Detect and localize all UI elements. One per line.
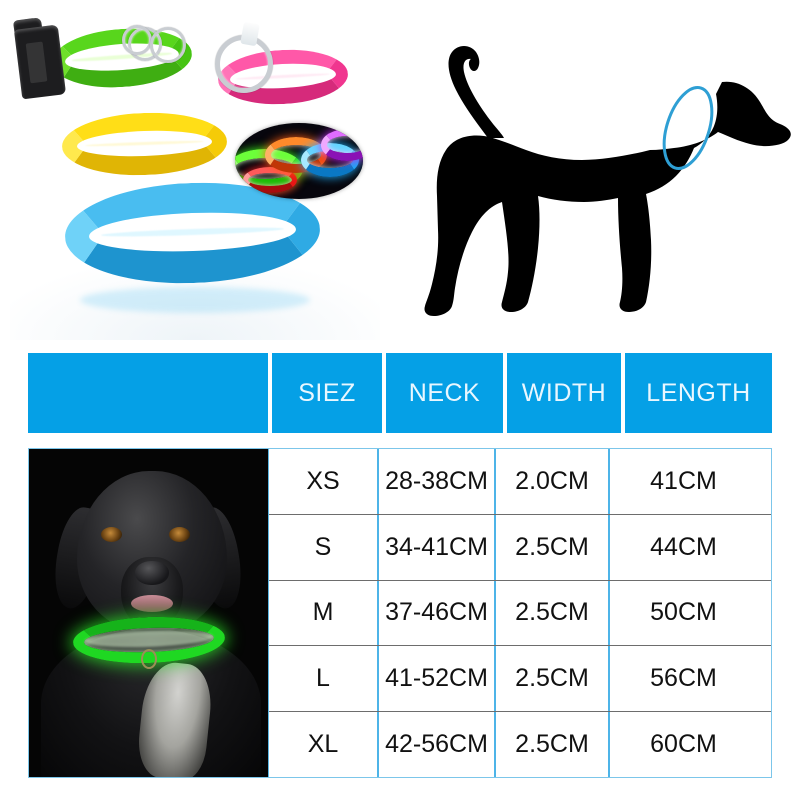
table-row: L 41-52CM 2.5CM 56CM [269, 646, 771, 713]
table-row: XS 28-38CM 2.0CM 41CM [269, 449, 771, 515]
cell-neck: 34-41CM [379, 514, 496, 580]
yellow-collar [60, 110, 229, 178]
dog-eye-right [169, 527, 190, 542]
cell-size: S [269, 514, 379, 580]
cell-size: XS [269, 449, 379, 514]
cell-length: 44CM [610, 514, 757, 580]
glowing-collars-inset [235, 123, 363, 199]
cell-size: L [269, 646, 379, 712]
cell-length: 56CM [610, 646, 757, 712]
cell-width: 2.5CM [496, 646, 610, 712]
table-body: XS 28-38CM 2.0CM 41CM S 34-41CM 2.5CM 44… [28, 448, 772, 778]
dog-wearing-green-led-collar-photo [29, 449, 269, 777]
table-row: M 37-46CM 2.5CM 50CM [269, 580, 771, 647]
dog-nose [135, 561, 169, 585]
blue-collar-buckle [13, 24, 67, 100]
dog-mouth [131, 595, 173, 612]
header-cell-photo [28, 353, 268, 433]
dog-body-shape [424, 46, 791, 316]
table-header-row: SIEZ NECK WIDTH LENGTH [28, 353, 772, 433]
cell-width: 2.5CM [496, 580, 610, 646]
table-row: S 34-41CM 2.5CM 44CM [269, 514, 771, 581]
glow-collar-purple-icon [321, 129, 363, 161]
cell-size: XL [269, 712, 379, 777]
dog-silhouette-neck-measurement [392, 10, 792, 340]
yellow-collar-d-ring [150, 27, 186, 63]
header-cell-width: WIDTH [507, 353, 621, 433]
cell-neck: 37-46CM [379, 580, 496, 646]
cell-width: 2.0CM [496, 449, 610, 514]
pink-collar-d-ring [122, 25, 152, 55]
collar-d-ring-on-dog [141, 649, 157, 669]
led-dog-collar-product-photo [10, 5, 380, 340]
glow-collar-red-icon [243, 167, 297, 193]
size-data-grid: XS 28-38CM 2.0CM 41CM S 34-41CM 2.5CM 44… [269, 449, 771, 777]
blue-collar-stripe [101, 225, 284, 239]
yellow-collar-stripe [85, 139, 204, 148]
cell-length: 50CM [610, 580, 757, 646]
neck-measurement-marker [662, 86, 714, 170]
cell-neck: 41-52CM [379, 646, 496, 712]
hero-image-band [0, 0, 800, 345]
header-cell-size: SIEZ [272, 353, 382, 433]
dog-portrait-illustration [29, 449, 268, 777]
cell-length: 41CM [610, 449, 757, 514]
cell-neck: 42-56CM [379, 712, 496, 777]
table-row: XL 42-56CM 2.5CM 60CM [269, 712, 771, 777]
cell-width: 2.5CM [496, 712, 610, 777]
header-cell-length: LENGTH [625, 353, 772, 433]
cell-neck: 28-38CM [379, 449, 496, 514]
cell-length: 60CM [610, 712, 757, 777]
cell-width: 2.5CM [496, 514, 610, 580]
blue-collar-reflection [80, 287, 310, 313]
dog-eye-left [101, 527, 122, 542]
cell-size: M [269, 580, 379, 646]
header-cell-neck: NECK [386, 353, 503, 433]
size-chart-table: SIEZ NECK WIDTH LENGTH [28, 353, 772, 778]
